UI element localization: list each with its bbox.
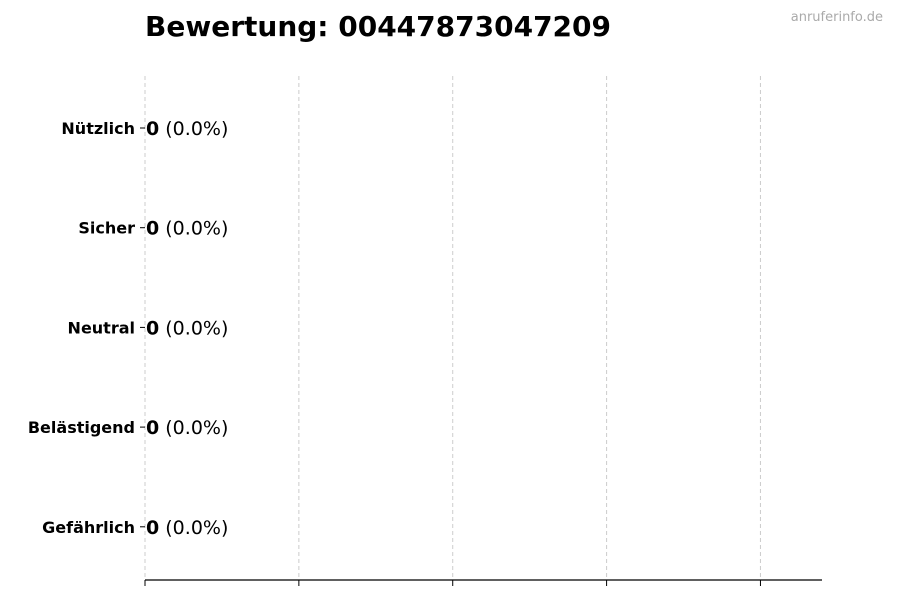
value-count: 0: [146, 118, 159, 140]
watermark: anruferinfo.de: [790, 10, 883, 25]
value-label: 0 (0.0%): [146, 417, 228, 439]
category-label: Neutral: [68, 318, 135, 337]
category-label: Nützlich: [61, 119, 135, 138]
value-percent: (0.0%): [159, 218, 228, 240]
value-percent: (0.0%): [159, 517, 228, 539]
value-label: 0 (0.0%): [146, 317, 228, 339]
category-label: Sicher: [78, 219, 135, 238]
value-count: 0: [146, 517, 159, 539]
category-label: Belästigend: [28, 418, 135, 437]
value-count: 0: [146, 218, 159, 240]
value-label: 0 (0.0%): [146, 517, 228, 539]
value-label: 0 (0.0%): [146, 218, 228, 240]
chart-title: Bewertung: 00447873047209: [145, 10, 611, 43]
value-percent: (0.0%): [159, 118, 228, 140]
value-percent: (0.0%): [159, 317, 228, 339]
value-label: 0 (0.0%): [146, 118, 228, 140]
category-label: Gefährlich: [42, 518, 135, 537]
value-count: 0: [146, 417, 159, 439]
value-percent: (0.0%): [159, 417, 228, 439]
value-count: 0: [146, 317, 159, 339]
